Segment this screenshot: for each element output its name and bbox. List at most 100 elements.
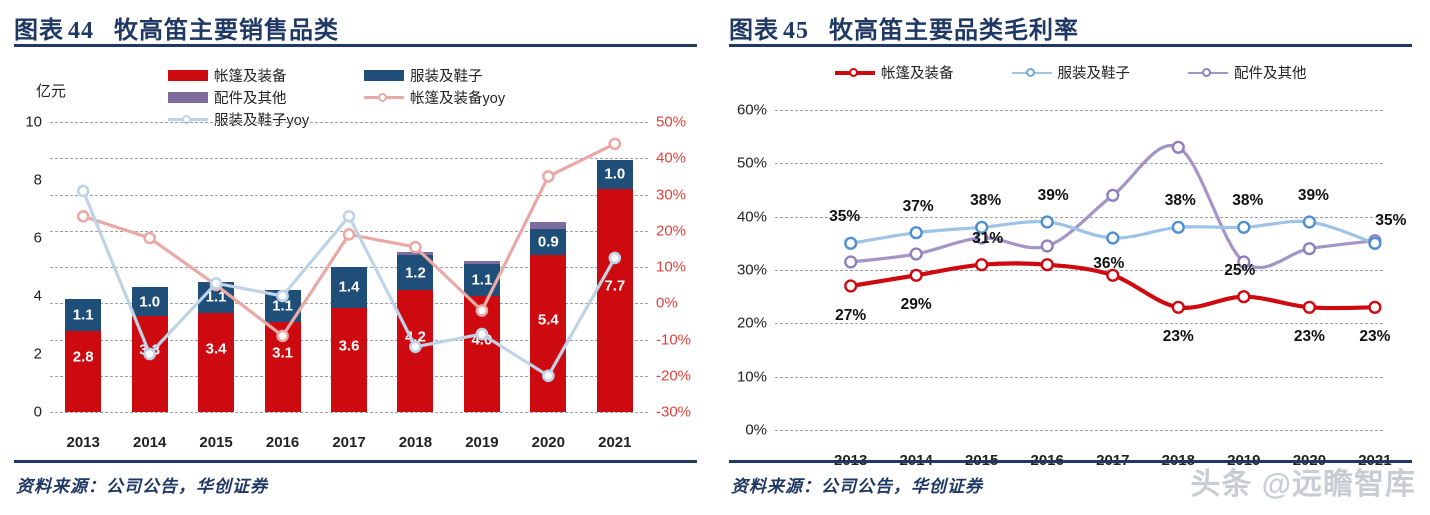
data-point-label: 36% (1093, 255, 1125, 272)
x-axis-tick-label: 2020 (1292, 452, 1327, 469)
data-point (475, 304, 489, 317)
figure-44-panel: 图表 44 牧高笛主要销售品类 亿元 帐篷及装备 服装及鞋子 配件及其他 帐篷及装备… (14, 18, 697, 451)
x-axis-tick-label: 2013 (834, 452, 868, 469)
data-point-label: 37% (902, 197, 934, 215)
x-axis-tick-label: 2014 (899, 452, 933, 469)
gridline (50, 158, 648, 160)
y-axis-tick-label: 40% (736, 208, 767, 226)
legend-item-apparel-shoes[interactable]: 服装及鞋子 (364, 64, 564, 86)
bar-value-label-apparel: 1.1 (471, 271, 493, 289)
data-point (608, 251, 622, 265)
gridline (50, 412, 648, 413)
data-point (541, 369, 555, 383)
figure-45-title-prefix: 图表 (729, 18, 779, 44)
legend-item-tents-equipment-yoy[interactable]: 帐篷及装备yoy (364, 86, 564, 108)
bar-value-label-tents: 3.1 (272, 344, 294, 362)
data-point (1106, 188, 1120, 202)
figure-45-title: 图表 45 牧高笛主要品类毛利率 (729, 10, 1412, 45)
legend-swatch-icon (168, 91, 208, 103)
figure-44-title-rule (14, 44, 697, 47)
legend-item-apparel-shoes[interactable]: 服装及鞋子 (1011, 62, 1130, 83)
legend-label: 服装及鞋子yoy (214, 112, 310, 129)
x-axis-tick-label: 2016 (265, 434, 300, 451)
data-point (1237, 220, 1251, 234)
x-axis-tick-label: 2017 (1096, 452, 1130, 469)
y2-axis-tick-label: -20% (656, 367, 692, 385)
data-point-label: 35% (1375, 212, 1407, 230)
data-point-label: 23% (1293, 328, 1325, 346)
bar-value-label-apparel: 1.1 (272, 297, 294, 315)
legend-item-accessories-other[interactable]: 配件及其他 (168, 86, 364, 108)
figure-45-title-rule (729, 44, 1412, 47)
y-axis-tick-label: 0 (33, 403, 42, 421)
gridline (775, 430, 1383, 431)
data-point (409, 340, 422, 354)
data-point (1171, 300, 1185, 314)
data-point (541, 170, 555, 183)
left-chart-legend: 帐篷及装备 服装及鞋子 配件及其他 帐篷及装备yoy 服装及鞋子yoy (168, 64, 568, 130)
data-point (1302, 300, 1317, 314)
bar-segment-tents (131, 316, 168, 412)
data-point (1171, 140, 1185, 154)
right-chart-legend: 帐篷及装备 服装及鞋子 配件及其他 (835, 62, 1395, 83)
gridline (50, 122, 648, 123)
legend-label: 帐篷及装备yoy (410, 90, 506, 107)
data-point-label: 23% (1359, 328, 1391, 346)
legend-item-accessories-other[interactable]: 配件及其他 (1188, 62, 1307, 83)
bar-segment-apparel (331, 267, 367, 308)
data-point (975, 220, 989, 234)
x-axis-tick-label: 2015 (199, 434, 233, 451)
legend-item-tents-equipment[interactable]: 帐篷及装备 (835, 62, 954, 83)
legend-label: 配件及其他 (1234, 66, 1307, 82)
bar-value-label-tents: 2.8 (72, 348, 94, 366)
gridline (775, 163, 1383, 165)
data-point (1040, 215, 1054, 229)
bar-segment-tents (331, 307, 367, 412)
data-point (1237, 290, 1251, 304)
x-axis-tick-label: 2021 (1358, 452, 1392, 469)
bar-value-label-tents: 3.4 (205, 340, 227, 358)
right-chart-plot-area: 60% 50% 40% 30% 20% 10% 0% 2013 2014 2015 2016 2017… (737, 102, 1406, 470)
y-axis-tick-label: 0% (745, 421, 767, 439)
y2-axis-tick-label: 10% (656, 258, 687, 276)
bar-segment-accessories (463, 261, 500, 265)
bar-segment-accessories (397, 251, 434, 256)
gridline (775, 270, 1383, 271)
legend-swatch-icon (364, 69, 404, 81)
y2-axis-tick-label: 20% (656, 222, 687, 240)
figure-44-title-prefix: 图表 (14, 18, 64, 44)
bar-value-label-apparel: 1.1 (205, 288, 227, 306)
bar-value-label-apparel: 1.0 (139, 293, 161, 311)
data-point-label: 27% (835, 307, 867, 324)
bar-segment-apparel (596, 159, 633, 189)
legend-item-tents-equipment[interactable]: 帐篷及装备 (168, 64, 364, 86)
data-point (1302, 242, 1317, 256)
y-axis-tick-label: 60% (736, 101, 767, 119)
data-point-label: 39% (1297, 187, 1329, 204)
bar-segment-tents (198, 313, 235, 412)
data-point (342, 210, 356, 223)
bar-segment-tents (530, 255, 567, 412)
y-axis-tick-label: 8 (33, 171, 42, 189)
x-axis-tick-label: 2015 (965, 452, 999, 469)
y2-axis-tick-label: 50% (656, 113, 687, 131)
bar-value-label-tents: 4.2 (404, 328, 426, 346)
left-chart-lines (76, 137, 622, 383)
y-axis-tick-label: 10% (736, 368, 767, 386)
bar-segment-tents (596, 188, 633, 412)
legend-label: 配件及其他 (214, 90, 287, 107)
figure-45-panel: 图表 45 牧高笛主要品类毛利率 帐篷及装备 服装及鞋子 配件及其他 60% 50% 4… (715, 0, 1430, 515)
data-point-label: 35% (829, 208, 861, 226)
data-point-label: 31% (972, 229, 1004, 247)
legend-item-apparel-shoes-yoy[interactable]: 服装及鞋子yoy (168, 108, 364, 130)
data-point (909, 226, 923, 240)
data-point (76, 184, 90, 198)
data-point-label: 23% (1162, 328, 1194, 346)
data-point-label: 38% (1164, 192, 1196, 210)
data-point (1237, 255, 1251, 269)
figure-45-title-text: 牧高笛主要品类毛利率 (829, 18, 1079, 44)
data-point (1368, 300, 1382, 314)
x-axis-tick-label: 2013 (66, 434, 100, 451)
figure-44-title-text: 牧高笛主要销售品类 (114, 18, 339, 44)
data-point (1040, 258, 1054, 272)
